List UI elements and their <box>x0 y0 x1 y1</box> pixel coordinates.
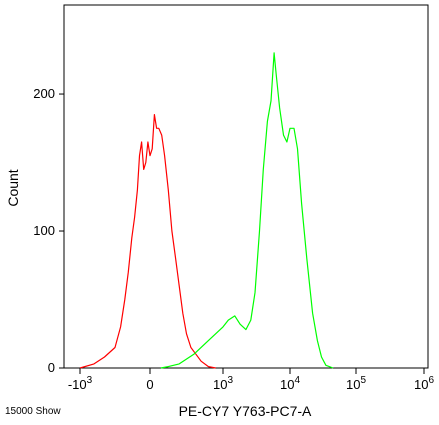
x-tick-label: 105 <box>346 375 366 392</box>
plot-frame <box>63 4 429 369</box>
y-tick-label: 0 <box>48 360 55 375</box>
plot-area <box>63 4 429 369</box>
x-tick-label: -103 <box>68 375 93 392</box>
series-layer <box>79 52 334 369</box>
x-tick-label: 0 <box>146 377 153 392</box>
histogram-series-2 <box>160 52 334 369</box>
event-count-note: 15000 Show <box>5 406 61 417</box>
x-axis-title: PE-CY7 Y763-PC7-A <box>179 403 312 419</box>
y-tick-label: 200 <box>33 86 55 101</box>
tick-layer: 0 100 200 -103 0 103 104 105 106 <box>33 86 434 392</box>
x-tick-label: 106 <box>414 375 434 392</box>
y-axis-title: Count <box>5 169 21 206</box>
histogram-series-1 <box>79 114 216 369</box>
x-tick-label: 104 <box>280 375 300 392</box>
y-tick-label: 100 <box>33 223 55 238</box>
x-tick-label: 103 <box>213 375 233 392</box>
